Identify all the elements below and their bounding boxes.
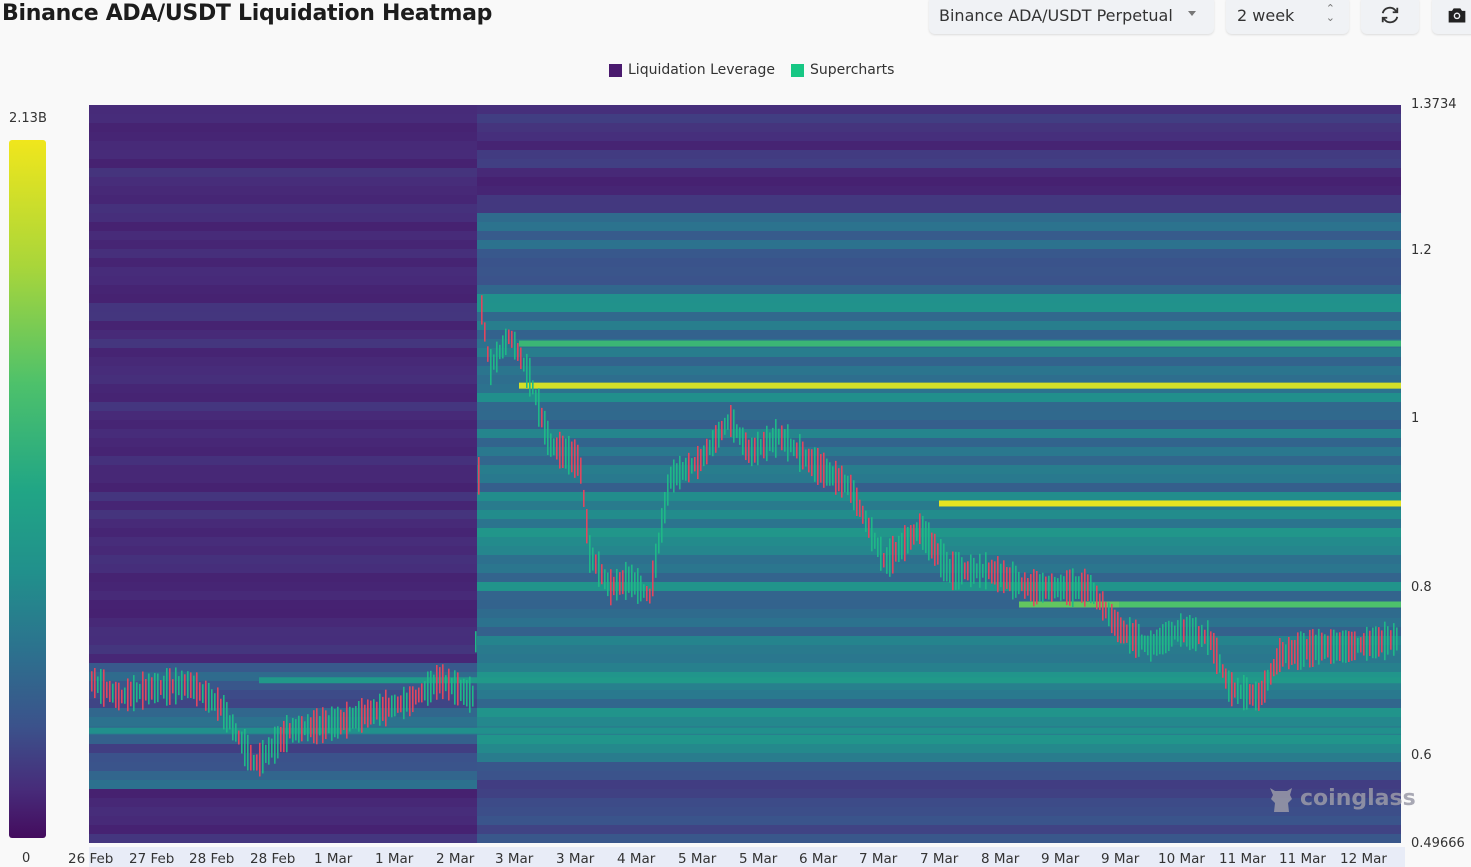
camera-icon [1448, 8, 1466, 23]
x-tick-label: 4 Mar [617, 851, 656, 867]
watermark-text: coinglass [1300, 785, 1416, 811]
color-scale-min-label: 0 [22, 851, 31, 866]
refresh-icon [1381, 6, 1399, 24]
x-axis-bar [89, 847, 1405, 867]
y-tick-label: 1.2 [1411, 243, 1432, 258]
caret-down-icon [1188, 11, 1196, 16]
legend-item-supercharts[interactable]: Supercharts [790, 62, 895, 78]
x-tick-label: 9 Mar [1041, 851, 1080, 867]
legend-label: Liquidation Leverage [628, 62, 775, 78]
coinglass-watermark: coinglass [1266, 782, 1416, 814]
x-tick-label: 28 Feb [189, 851, 235, 867]
legend-swatch [790, 63, 804, 77]
x-tick-label: 9 Mar [1101, 851, 1140, 867]
x-tick-label: 10 Mar [1158, 851, 1205, 867]
time-range-select[interactable]: 2 week ⌃ ⌄ [1226, 0, 1349, 34]
y-tick-label: 0.6 [1411, 748, 1432, 763]
x-tick-label: 11 Mar [1219, 851, 1266, 867]
x-tick-label: 6 Mar [799, 851, 838, 867]
refresh-button[interactable] [1361, 0, 1419, 34]
y-tick-label: 0.8 [1411, 580, 1432, 595]
color-scale-bar [9, 140, 46, 838]
page-title: Binance ADA/USDT Liquidation Heatmap [2, 1, 493, 26]
y-tick-label: 1.3734 [1411, 97, 1457, 112]
y-tick-label: 1 [1411, 411, 1420, 426]
x-tick-label: 12 Mar [1340, 851, 1387, 867]
y-tick-label: 0.49666 [1411, 836, 1465, 851]
exchange-select-value: Binance ADA/USDT Perpetual [939, 5, 1173, 25]
up-down-chevron-icon: ⌃ ⌄ [1325, 2, 1335, 24]
screenshot-button[interactable] [1432, 0, 1471, 34]
x-tick-label: 1 Mar [314, 851, 353, 867]
x-tick-label: 2 Mar [436, 851, 475, 867]
legend-item-liquidation-leverage[interactable]: Liquidation Leverage [609, 62, 775, 78]
color-scale-max-label: 2.13B [9, 111, 47, 126]
x-tick-label: 26 Feb [68, 851, 114, 867]
chart-legend: Liquidation Leverage Supercharts [609, 62, 910, 78]
time-range-value: 2 week [1237, 5, 1295, 25]
x-tick-label: 28 Feb [250, 851, 296, 867]
legend-label: Supercharts [809, 62, 895, 78]
x-tick-label: 27 Feb [129, 851, 175, 867]
x-tick-label: 11 Mar [1279, 851, 1326, 867]
x-tick-label: 5 Mar [739, 851, 778, 867]
x-tick-label: 1 Mar [375, 851, 414, 867]
x-tick-label: 5 Mar [678, 851, 717, 867]
x-tick-label: 7 Mar [859, 851, 898, 867]
x-tick-label: 3 Mar [495, 851, 534, 867]
coinglass-logo-icon [1270, 788, 1292, 812]
x-tick-label: 3 Mar [556, 851, 595, 867]
heatmap-plot-area[interactable] [89, 105, 1401, 843]
x-tick-label: 7 Mar [920, 851, 959, 867]
x-tick-label: 8 Mar [981, 851, 1020, 867]
legend-swatch [609, 63, 622, 77]
exchange-select[interactable]: Binance ADA/USDT Perpetual [929, 0, 1214, 34]
